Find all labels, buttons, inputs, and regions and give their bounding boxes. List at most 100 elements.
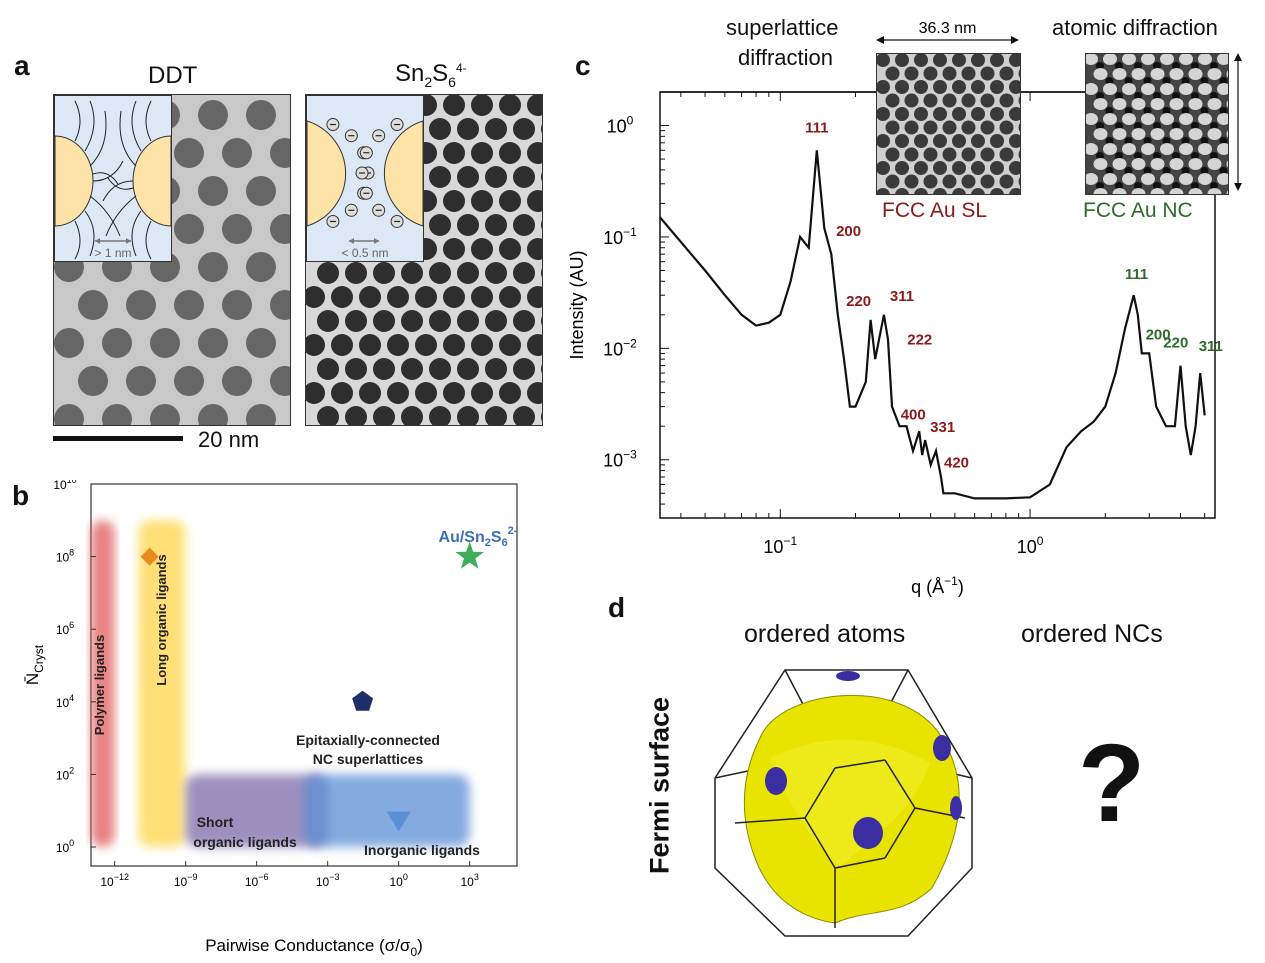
scale-bar-label: 20 nm (198, 427, 260, 452)
sl-spot (877, 134, 890, 148)
nanocrystal (527, 286, 542, 308)
sl-spot (952, 188, 966, 194)
nanocrystal (499, 238, 521, 260)
nanocrystal (429, 214, 451, 236)
nanocrystal (198, 404, 228, 425)
sl-spot (980, 174, 995, 189)
sl-spot (990, 161, 1004, 175)
sl-spot (952, 134, 966, 148)
atom-gap (1153, 62, 1161, 70)
x-tick-label: 100 (1017, 534, 1044, 557)
nanocrystal (102, 328, 132, 358)
sl-spot (885, 147, 900, 162)
sl-spot (961, 120, 976, 135)
y-tick-label: 1010 (53, 480, 76, 492)
nanocrystal (198, 176, 228, 206)
nanocrystal (359, 286, 381, 308)
atom-spot (1169, 158, 1184, 170)
y-tick-label: 102 (56, 765, 74, 782)
atom-gap (1115, 152, 1123, 160)
nanocrystal (527, 382, 542, 404)
sl-spot (914, 54, 928, 67)
atom-spot (1198, 54, 1212, 65)
atom-spot (1093, 128, 1108, 140)
sl-spot (1009, 161, 1020, 175)
sl-spot (990, 134, 1004, 148)
nanocrystal (317, 262, 339, 284)
nanocrystal (359, 334, 381, 356)
y-tick-exp: 4 (69, 693, 74, 703)
sl-spot (999, 93, 1014, 108)
sl-spot (990, 54, 1004, 67)
atom-spot (1122, 83, 1136, 95)
peak-label-at-311: 311 (1199, 338, 1223, 355)
nanocrystal (485, 358, 507, 380)
atom-spot (1150, 158, 1165, 170)
sl-spot (980, 120, 995, 135)
atom-gap (1172, 182, 1180, 190)
nanocrystal (345, 262, 367, 284)
nanocrystal (222, 366, 252, 396)
atom-spot (1093, 68, 1108, 80)
nanocrystal (429, 118, 451, 140)
atom-gap (1153, 152, 1161, 160)
nanocrystal (54, 328, 84, 358)
peak-label-at-220: 220 (1163, 335, 1188, 352)
sl-spot (961, 66, 976, 81)
x-tick-exp: −9 (187, 872, 197, 882)
atom-spot (1169, 98, 1184, 110)
atom-spot (1226, 100, 1228, 108)
atom-gap (1172, 152, 1180, 160)
sn2s6-ligand-schematic: < 0.5 nm (306, 118, 424, 260)
sl-spot (952, 161, 966, 175)
sl-spot (923, 93, 938, 108)
sl-spot (877, 161, 890, 175)
y-tick-exp: −3 (623, 448, 637, 462)
nanocrystal (246, 404, 276, 425)
ddt-label: DDT (148, 62, 198, 89)
nanocrystal (457, 166, 479, 188)
tem-image-sn2s6: < 0.5 nm (305, 94, 543, 426)
nanocrystal (457, 262, 479, 284)
nanocrystal (541, 124, 542, 134)
x-axis-label: q (Å−1) (911, 574, 964, 597)
atom-spot (1093, 188, 1108, 194)
sl-spot (971, 80, 985, 94)
sl-spot (877, 80, 890, 94)
nanocrystal (443, 382, 465, 404)
peak-label-sl-111: 111 (805, 119, 828, 136)
fermi-surface-label: Fermi surface (644, 696, 675, 875)
sn2s6-inset: < 0.5 nm (306, 95, 424, 262)
sl-spot (885, 66, 900, 81)
nanocrystal (387, 286, 409, 308)
atom-spot (1086, 83, 1098, 95)
atom-gap (1153, 92, 1161, 100)
sl-spot (885, 120, 900, 135)
sl-spot (933, 161, 947, 175)
sl-spot (877, 54, 890, 67)
nanocrystal (331, 286, 353, 308)
atom-spot (1169, 188, 1184, 194)
nanocrystal (513, 406, 535, 425)
region-long-organic-ligands (138, 520, 186, 848)
atom-spot (1112, 68, 1127, 80)
atom-gap (1124, 137, 1133, 145)
sl-spot (933, 54, 947, 67)
sl-spot (942, 66, 957, 81)
atom-spot (1141, 113, 1155, 125)
atom-spot (1093, 158, 1108, 170)
nanocrystal (174, 366, 204, 396)
nanocrystal (513, 358, 535, 380)
atom-gap (1153, 182, 1161, 190)
sl-spot (971, 134, 985, 148)
nanocrystal (485, 166, 507, 188)
region-label-polymer: Polymer ligands (92, 635, 107, 735)
atom-spot (1131, 158, 1146, 170)
sl-spot (895, 188, 909, 194)
atom-spot (1188, 68, 1203, 80)
peak-label-sl-311: 311 (890, 288, 914, 305)
nanocrystal (317, 310, 339, 332)
nanocrystal (198, 100, 228, 130)
nanocrystal (429, 310, 451, 332)
atom-gap (1143, 77, 1152, 85)
